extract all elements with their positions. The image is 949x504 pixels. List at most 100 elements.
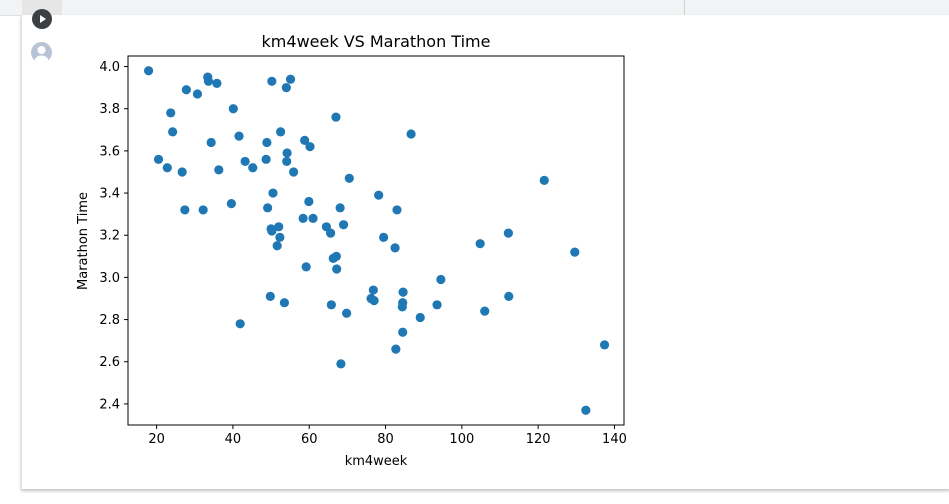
data-point <box>301 262 311 272</box>
data-point <box>274 222 284 232</box>
y-tick-label: 2.8 <box>99 313 120 328</box>
data-point <box>436 274 446 285</box>
data-point <box>570 247 580 257</box>
plot-area <box>127 55 625 426</box>
toolbar-divider <box>684 0 685 15</box>
data-point <box>212 78 222 89</box>
data-point <box>168 127 178 137</box>
x-tick-label: 100 <box>449 432 474 447</box>
data-point <box>398 287 408 297</box>
data-point <box>228 104 238 114</box>
y-tick-label: 3.6 <box>99 144 120 159</box>
x-tick-label: 40 <box>225 432 242 447</box>
y-tick-label: 3.4 <box>99 187 120 202</box>
data-point <box>379 232 389 242</box>
x-tick-label: 20 <box>148 432 165 447</box>
data-point <box>369 295 379 306</box>
data-point <box>276 127 286 137</box>
data-point <box>281 83 291 93</box>
data-point <box>304 196 314 207</box>
y-tick-label: 3.8 <box>99 102 120 117</box>
data-point <box>415 312 425 323</box>
data-point <box>298 213 308 223</box>
chart-title: km4week VS Marathon Time <box>262 32 491 51</box>
data-point <box>326 300 336 310</box>
data-point <box>162 163 172 173</box>
data-point <box>180 205 190 215</box>
data-point <box>300 135 310 145</box>
data-points <box>144 66 610 415</box>
data-point <box>599 340 610 350</box>
y-axis-label: Marathon Time <box>76 192 91 290</box>
data-point <box>240 156 250 167</box>
user-avatar-icon <box>31 42 52 63</box>
data-point <box>406 129 416 139</box>
data-point <box>268 188 278 198</box>
data-point <box>265 291 275 301</box>
run-cell-button[interactable] <box>32 9 52 29</box>
data-point <box>392 205 402 215</box>
data-point <box>203 76 214 86</box>
data-point <box>432 300 442 310</box>
x-tick-label: 60 <box>301 432 318 447</box>
data-point <box>331 112 341 122</box>
play-icon <box>40 15 46 23</box>
data-point <box>342 308 352 318</box>
data-point <box>503 228 513 238</box>
data-point <box>336 359 346 369</box>
data-point <box>308 213 318 223</box>
data-point <box>272 241 282 251</box>
data-point <box>331 251 341 261</box>
data-point <box>181 85 191 95</box>
data-point <box>235 319 245 329</box>
data-point <box>305 142 315 152</box>
data-point <box>275 232 285 242</box>
y-tick-label: 2.4 <box>99 397 120 412</box>
data-point <box>214 165 224 175</box>
data-point <box>282 156 292 167</box>
data-point <box>261 154 271 164</box>
data-point <box>398 327 408 337</box>
x-tick-label: 80 <box>377 432 394 447</box>
data-point <box>279 298 290 308</box>
data-point <box>539 175 549 186</box>
data-point <box>338 220 349 230</box>
data-point <box>262 137 272 148</box>
data-point <box>198 205 208 215</box>
y-tick-label: 4.0 <box>99 60 120 75</box>
data-point <box>475 239 485 249</box>
y-tick-label: 3.2 <box>99 229 120 244</box>
data-point <box>288 167 299 177</box>
axis-ticks: 20 40 60 80 100 120 140 2.4 2.6 2.8 3.0 3.2 3.4 3.6 3.… <box>99 60 627 447</box>
toolbar-tab[interactable] <box>22 0 62 15</box>
data-point <box>263 203 273 213</box>
data-point <box>267 226 277 236</box>
data-point <box>398 298 408 308</box>
y-tick-label: 2.6 <box>99 355 120 370</box>
x-axis-label: km4week <box>345 454 408 469</box>
data-point <box>344 173 354 183</box>
data-point <box>335 203 345 213</box>
data-point <box>391 344 401 354</box>
data-point <box>177 167 187 177</box>
data-point <box>153 154 164 164</box>
data-point <box>504 291 514 301</box>
data-point <box>248 163 258 173</box>
data-point <box>374 190 384 200</box>
data-point <box>480 306 490 316</box>
data-point <box>226 199 236 209</box>
y-tick-label: 3.0 <box>99 271 120 286</box>
data-point <box>285 74 296 84</box>
data-point <box>332 264 342 274</box>
data-point <box>581 405 591 415</box>
data-point <box>325 228 336 238</box>
data-point <box>166 108 176 118</box>
data-point <box>282 148 292 158</box>
data-point <box>206 137 216 148</box>
data-point <box>267 76 277 86</box>
data-point <box>144 66 154 76</box>
data-point <box>368 285 378 295</box>
x-tick-label: 120 <box>526 432 551 447</box>
x-tick-label: 140 <box>602 432 627 447</box>
